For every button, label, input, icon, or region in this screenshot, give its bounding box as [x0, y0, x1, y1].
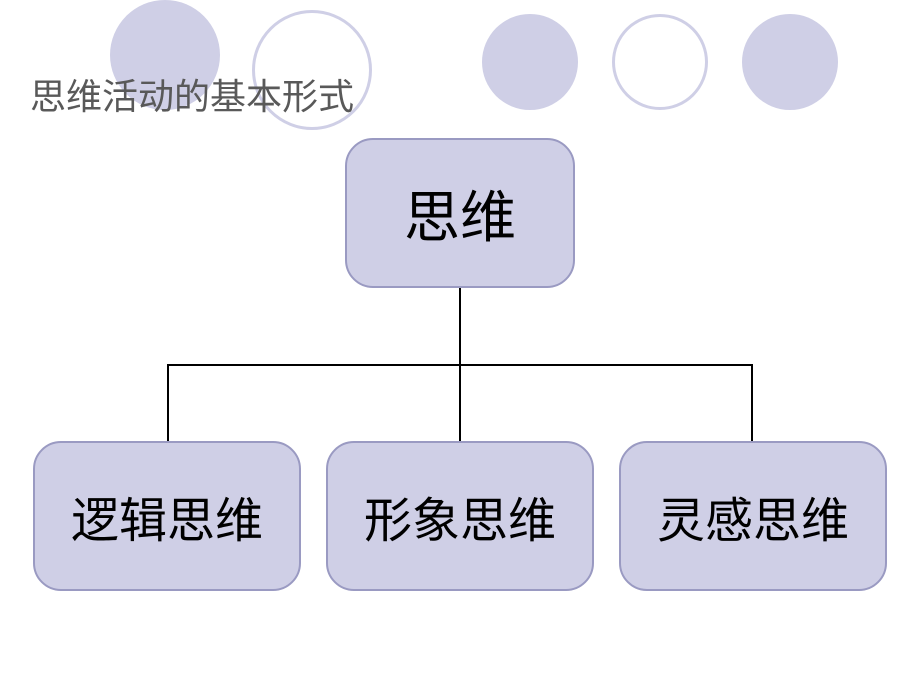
page-title: 思维活动的基本形式 [30, 68, 354, 120]
tree-child-label: 形象思维 [364, 481, 556, 551]
connector-drop-left [167, 364, 169, 441]
connector-drop-mid [459, 364, 461, 441]
tree-child-node-3: 灵感思维 [619, 441, 887, 591]
deco-circle-5 [742, 14, 838, 110]
deco-circle-4 [612, 14, 708, 110]
tree-child-label: 灵感思维 [657, 481, 849, 551]
tree-child-node-1: 逻辑思维 [33, 441, 301, 591]
tree-child-node-2: 形象思维 [326, 441, 594, 591]
connector-root-down [459, 288, 461, 364]
connector-drop-right [751, 364, 753, 441]
tree-root-node: 思维 [345, 138, 575, 288]
tree-root-label: 思维 [404, 173, 516, 254]
tree-child-label: 逻辑思维 [71, 481, 263, 551]
deco-circle-3 [482, 14, 578, 110]
